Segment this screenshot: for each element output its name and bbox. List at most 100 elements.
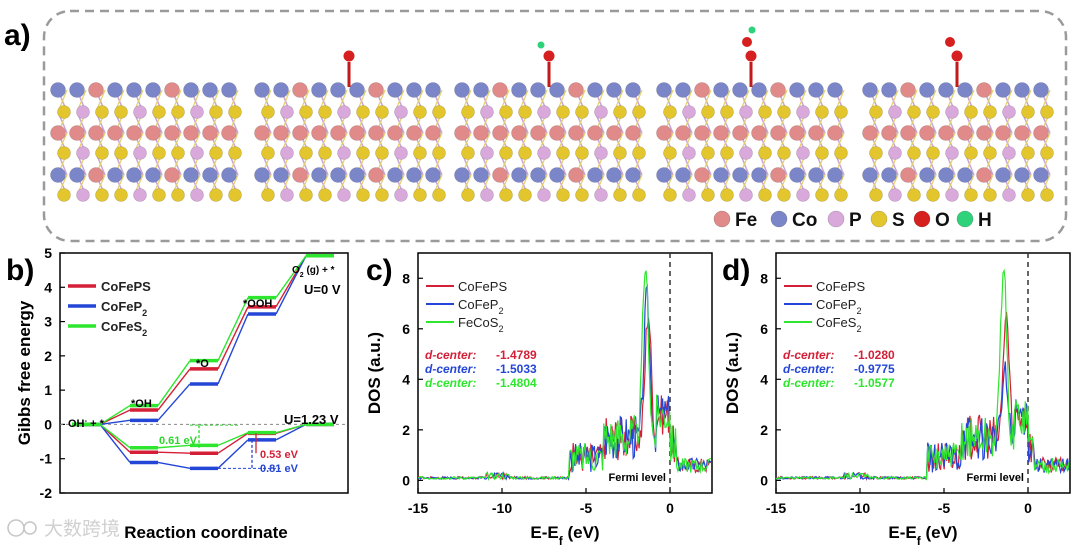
crystal-slab-2	[254, 50, 446, 202]
panel-b-label: b)	[6, 254, 34, 287]
atom	[394, 105, 408, 119]
connector-u123	[217, 432, 249, 454]
atom	[387, 125, 403, 141]
atom	[432, 188, 446, 202]
series-cofes	[72, 253, 334, 450]
atom	[432, 105, 446, 119]
dcenter-label: d-center:	[783, 362, 834, 376]
atom	[632, 188, 646, 202]
atom	[713, 167, 729, 183]
atom	[1021, 188, 1035, 202]
atom	[114, 146, 128, 160]
atom	[107, 82, 123, 98]
atom	[789, 167, 805, 183]
atom	[625, 82, 641, 98]
atom	[375, 146, 389, 160]
crystal-slab-5	[862, 37, 1054, 202]
hydrogen-atom	[537, 41, 545, 49]
y-tick-label: 1	[44, 382, 52, 398]
atom	[133, 105, 147, 119]
atom	[349, 82, 365, 98]
atom	[145, 167, 161, 183]
atom	[88, 167, 104, 183]
atom	[995, 82, 1011, 98]
atom	[682, 105, 696, 119]
atom	[862, 82, 878, 98]
atom	[869, 146, 883, 160]
connector	[99, 404, 131, 426]
atom	[261, 146, 275, 160]
atom	[432, 146, 446, 160]
atom	[133, 146, 147, 160]
connector	[157, 383, 191, 421]
y-tick-label: -2	[40, 485, 53, 501]
oxygen-atom	[742, 37, 752, 47]
atom	[221, 167, 237, 183]
atom	[311, 82, 327, 98]
panel-d-label: d)	[722, 254, 750, 287]
h-legend-marker	[956, 210, 974, 228]
fermi-level-label: Fermi level	[967, 472, 1024, 484]
atom	[221, 82, 237, 98]
atom	[261, 188, 275, 202]
atom	[126, 82, 142, 98]
atom	[549, 82, 565, 98]
atom	[368, 82, 384, 98]
s-legend-label: S	[892, 210, 905, 231]
atom	[145, 125, 161, 141]
atom	[518, 105, 532, 119]
atom	[454, 125, 470, 141]
atom	[568, 167, 584, 183]
annotation-u123: U=1.23 V	[284, 412, 339, 427]
dos-curve-cofeps	[417, 318, 712, 481]
atom	[318, 146, 332, 160]
oxygen-atom	[951, 50, 963, 62]
atom	[254, 125, 270, 141]
atom	[461, 105, 475, 119]
atom	[413, 105, 427, 119]
atom	[190, 105, 204, 119]
atom	[549, 125, 565, 141]
fermi-level-label: Fermi level	[609, 472, 666, 484]
fe-legend-marker	[713, 210, 731, 228]
y-axis-label: DOS (a.u.)	[365, 332, 384, 414]
x-tick-label: -10	[492, 500, 512, 516]
atom	[152, 146, 166, 160]
atom	[976, 167, 992, 183]
atom	[183, 167, 199, 183]
atom	[656, 167, 672, 183]
atom	[613, 146, 627, 160]
y-tick-label: 3	[44, 314, 52, 330]
x-tick-label: -15	[766, 500, 786, 516]
atom	[57, 146, 71, 160]
atom	[919, 167, 935, 183]
atom	[492, 125, 508, 141]
atom	[133, 188, 147, 202]
atom	[261, 105, 275, 119]
annotation-u0: U=0 V	[304, 282, 341, 297]
atom	[280, 105, 294, 119]
atom	[556, 188, 570, 202]
connector-u123	[275, 423, 307, 434]
atom	[881, 125, 897, 141]
atom	[1021, 105, 1035, 119]
h-legend-label: H	[978, 210, 992, 231]
co-legend-marker	[770, 210, 788, 228]
atom	[556, 105, 570, 119]
atom	[1002, 105, 1016, 119]
annotation-ooh: *OOH	[243, 298, 272, 310]
atom	[492, 82, 508, 98]
dos-curve-fecos	[417, 270, 712, 482]
annotation-o2: O2 (g) + *	[292, 265, 335, 279]
atom	[480, 105, 494, 119]
atom	[758, 146, 772, 160]
atom	[57, 105, 71, 119]
atom	[900, 167, 916, 183]
atom	[454, 82, 470, 98]
panel-c-dos-chart: c) 0 2 4 6 8 -15 -10 -5 0 DOS (a.u.) E-Ef (eV) Fermi…	[365, 252, 713, 548]
atom	[907, 188, 921, 202]
atom	[938, 82, 954, 98]
atom	[337, 105, 351, 119]
y-tick-label: 6	[402, 321, 410, 337]
x-axis-label: Reaction coordinate	[124, 523, 287, 542]
